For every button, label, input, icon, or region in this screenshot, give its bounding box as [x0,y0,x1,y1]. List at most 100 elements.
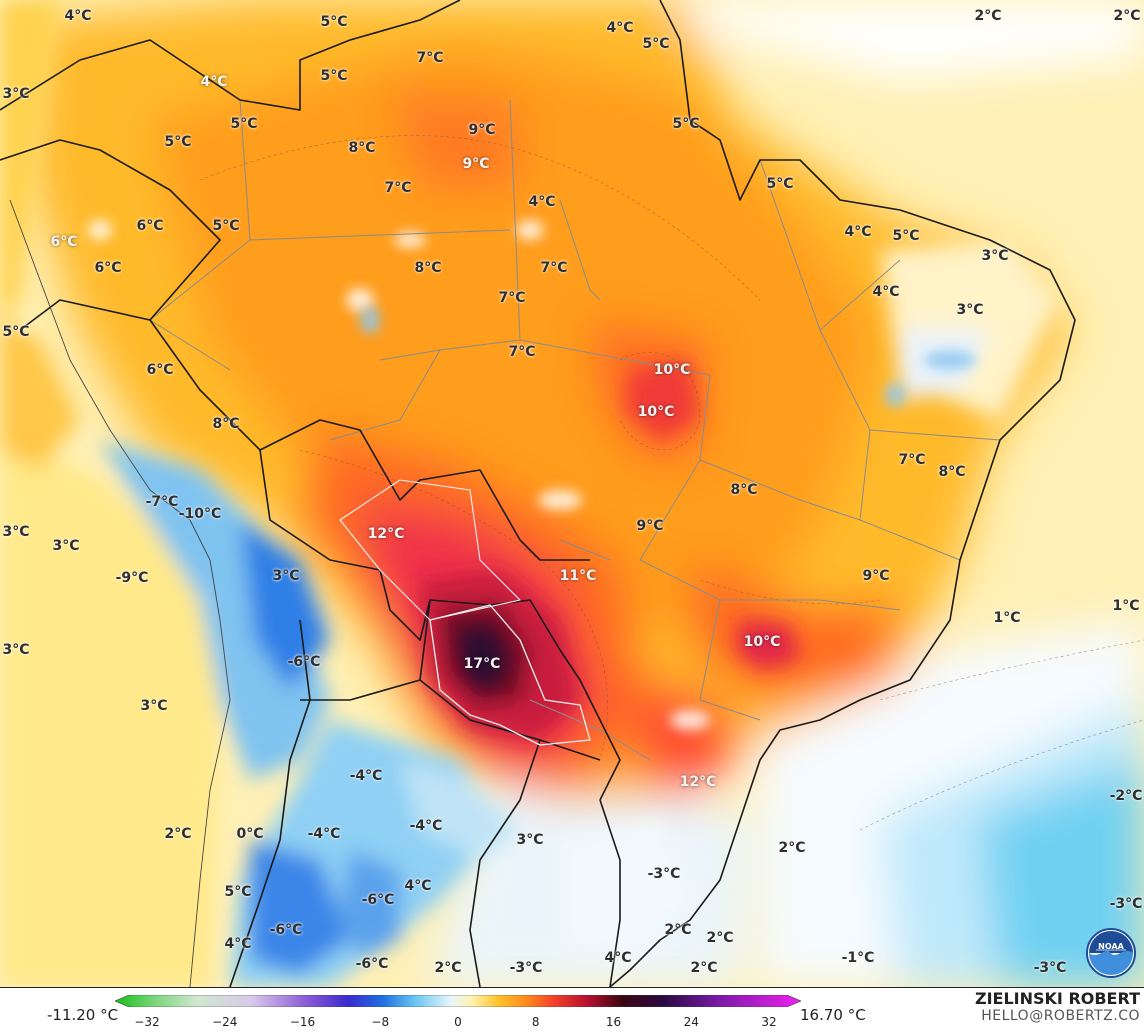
temperature-label: 7°C [498,290,526,306]
country-borders [0,0,1076,987]
paraguay-outline [429,604,591,746]
temperature-label: 3°C [956,302,984,318]
temperature-label: -3°C [1033,960,1067,976]
colorbar-max-value: 16.70 °C [800,1006,866,1024]
temperature-label: 4°C [404,878,432,894]
temperature-label: 5°C [320,14,348,30]
temperature-label: -10°C [178,506,222,522]
colorbar-min-value: -11.20 °C [47,1006,119,1024]
temperature-label: 5°C [212,218,240,234]
temperature-label: 2°C [690,960,718,976]
temperature-label: 2°C [434,960,462,976]
state-borders [149,99,1001,761]
temperature-label: 5°C [320,68,348,84]
temperature-label: -4°C [307,826,341,842]
noaa-logo-text: NOAA [1098,942,1124,951]
temperature-label: -4°C [349,768,383,784]
temperature-label: 7°C [384,180,412,196]
bolivia-outline [339,479,521,621]
temperature-label: 7°C [416,50,444,66]
temperature-label: 3°C [2,86,30,102]
temperature-label: -6°C [287,654,321,670]
temperature-label: 0°C [236,826,264,842]
temperature-label: 3°C [140,698,168,714]
temperature-label: -7°C [145,494,179,510]
colorbar-tick-label: 24 [683,1015,699,1029]
temperature-label: 10°C [637,404,675,420]
temperature-label: 5°C [2,324,30,340]
temperature-label: -3°C [509,960,543,976]
colorbar [115,995,801,1007]
temperature-label: 4°C [64,8,92,24]
political-borders [0,0,1076,987]
temperature-label: 8°C [414,260,442,276]
temperature-label: 2°C [974,8,1002,24]
temperature-label: 2°C [706,930,734,946]
temperature-label: 4°C [606,20,634,36]
temperature-label: 17°C [463,656,501,672]
colorbar-tick-label: 8 [531,1015,540,1029]
temperature-label: 2°C [1113,8,1141,24]
temperature-label: 10°C [743,634,781,650]
temperature-label: 9°C [862,568,890,584]
author-email: HELLO@ROBERTZ.CO [981,1008,1140,1024]
temperature-label: 4°C [872,284,900,300]
colorbar-tick-label: −32 [134,1015,160,1029]
temperature-label: 8°C [938,464,966,480]
temperature-label: 4°C [844,224,872,240]
colorbar-tick-label: −8 [371,1015,390,1029]
temperature-label: -6°C [269,922,303,938]
colorbar-tick-label: −16 [289,1015,316,1029]
temperature-label: 9°C [462,156,490,172]
temperature-label: 3°C [52,538,80,554]
temperature-label: 2°C [664,922,692,938]
temperature-label: -2°C [1109,788,1143,804]
temperature-label: -1°C [841,950,875,966]
temperature-label: 9°C [468,122,496,138]
andes-borders [9,199,231,987]
noaa-logo: NOAA [1086,928,1136,978]
temperature-label: 4°C [604,950,632,966]
temperature-label: 3°C [2,524,30,540]
colorbar-tick-label: 0 [454,1015,462,1029]
temperature-anomaly-map: 4°C 5°C 5°C 7°C 4°C 5°C 2°C 2°C 3°C 4°C 5°C 5°C 8°C 9… [0,0,1144,987]
temperature-label: 8°C [730,482,758,498]
temperature-label: 6°C [146,362,174,378]
temperature-label: 6°C [94,260,122,276]
temperature-label: 2°C [778,840,806,856]
temperature-label: 3°C [981,248,1009,264]
noaa-logo-icon: NOAA [1086,928,1136,978]
temperature-label: 1°C [1112,598,1140,614]
temperature-label: -9°C [115,570,149,586]
author-credit: ZIELINSKI ROBERT [974,989,1140,1008]
temperature-label: 12°C [367,526,405,542]
map-canvas [0,0,1144,987]
temperature-label: 4°C [528,194,556,210]
temperature-label: 3°C [2,642,30,658]
temperature-label: 8°C [348,140,376,156]
temperature-label: -6°C [361,892,395,908]
temperature-label: 10°C [653,362,691,378]
temperature-label: 6°C [136,218,164,234]
temperature-label: 5°C [642,36,670,52]
temperature-label: -3°C [647,866,681,882]
colorbar-footer: -11.20 °C [0,987,1144,1036]
temperature-label: 9°C [636,518,664,534]
temperature-label: 2°C [164,826,192,842]
temperature-label: -4°C [409,818,443,834]
temperature-label: 11°C [559,568,597,584]
temperature-label: 5°C [892,228,920,244]
temperature-label: -3°C [1109,896,1143,912]
temperature-label: 5°C [224,884,252,900]
temperature-label: 6°C [50,234,78,250]
temperature-label: 5°C [766,176,794,192]
colorbar-tick-label: 16 [605,1015,622,1029]
temperature-label: 7°C [540,260,568,276]
colorbar-tick-label: −24 [212,1015,238,1029]
temperature-label: 4°C [224,936,252,952]
temperature-label: 5°C [164,134,192,150]
temperature-label: 8°C [212,416,240,432]
temperature-label: 3°C [272,568,300,584]
temperature-label: 5°C [672,116,700,132]
temperature-label: -6°C [355,956,389,972]
